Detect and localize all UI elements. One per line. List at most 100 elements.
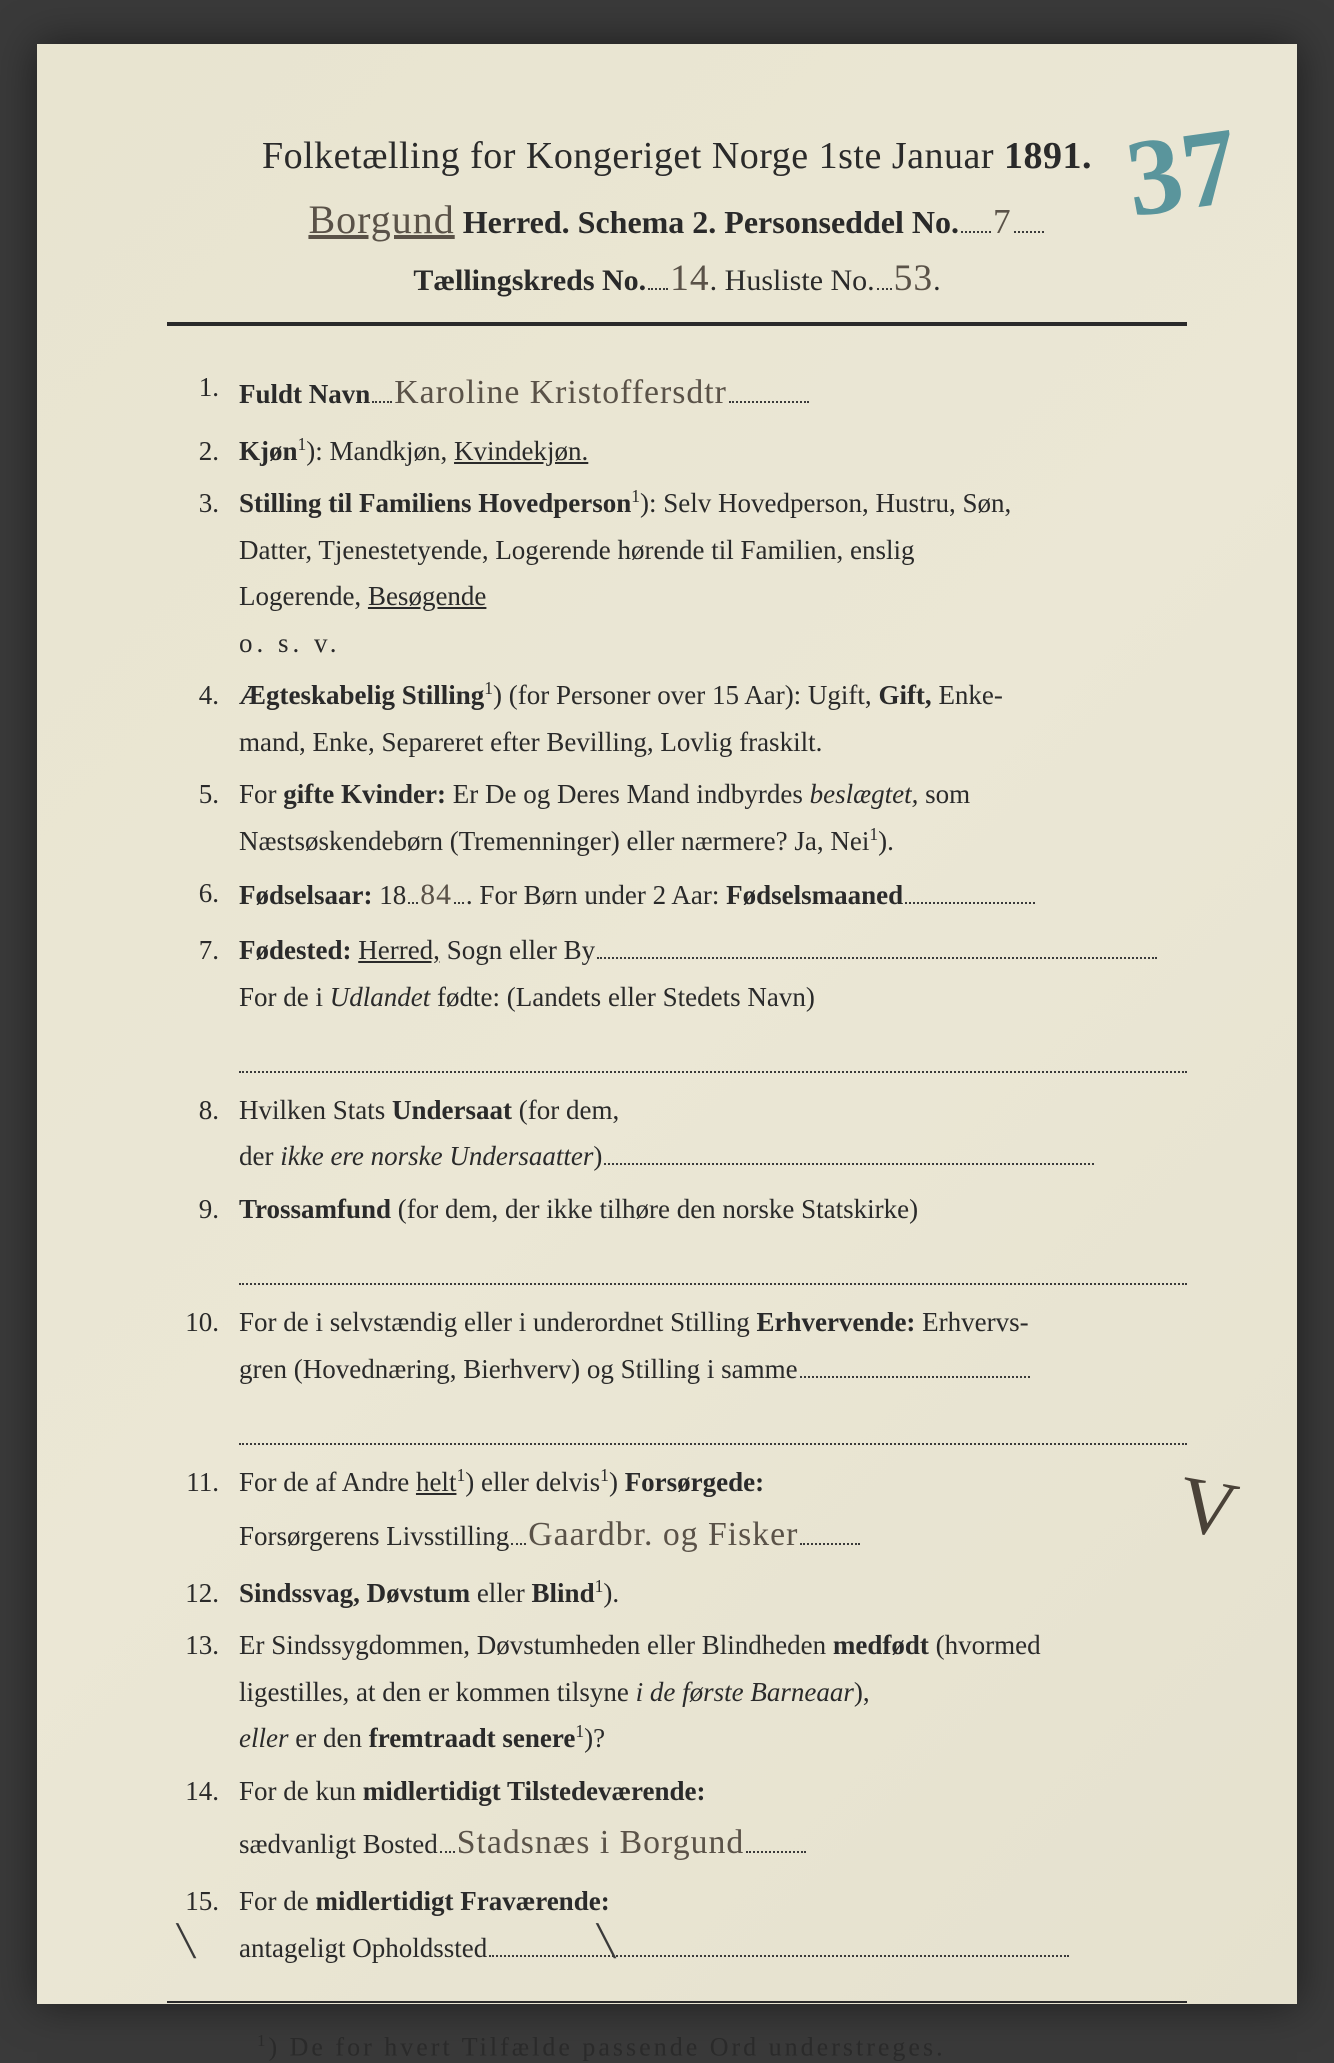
- dotfill: [489, 1932, 1069, 1956]
- q3-l3a: Logerende,: [239, 581, 368, 611]
- entry-9: 9. Trossamfund (for dem, der ikke tilhør…: [167, 1186, 1187, 1232]
- q4-l1d: Enke-: [932, 680, 1003, 710]
- q15-l1a: For de: [239, 1886, 316, 1916]
- entry-body: For de af Andre helt1) eller delvis1) Fo…: [239, 1459, 1187, 1563]
- entry-num: 9.: [167, 1186, 239, 1232]
- q11-l1e: Forsørgede:: [625, 1467, 764, 1497]
- entry-num: 6.: [167, 870, 239, 921]
- dotfill: [729, 379, 809, 403]
- entry-body: Kjøn1): Mandkjøn, Kvindekjøn.: [239, 428, 1187, 474]
- entry-num: 11.: [167, 1459, 239, 1563]
- husliste-no: 53: [894, 258, 934, 299]
- entry-body: Er Sindssygdommen, Døvstumheden eller Bl…: [239, 1622, 1187, 1761]
- entry-num: 8.: [167, 1087, 239, 1180]
- q5-l1e: som: [918, 779, 970, 809]
- q14-l2hw: Stadsnæs i Borgund: [457, 1824, 744, 1861]
- q7-l2c: fødte: (Landets eller Stedets Navn): [430, 982, 815, 1012]
- dotted-blank-line: [239, 1410, 1187, 1445]
- entry-num: 12.: [167, 1570, 239, 1616]
- q7-d: Sogn eller By: [440, 935, 595, 965]
- q3-l4: o. s. v.: [239, 628, 341, 658]
- q8-l1b: Undersaat: [392, 1095, 512, 1125]
- entry-num: 7.: [167, 927, 239, 1020]
- q13-l3d: )?: [584, 1723, 605, 1753]
- sup: 1: [600, 1465, 609, 1485]
- entry-num: 2.: [167, 428, 239, 474]
- entry-body: For de i selvstændig eller i underordnet…: [239, 1299, 1187, 1392]
- entry-num: 1.: [167, 364, 239, 422]
- form-header: Folketælling for Kongeriget Norge 1ste J…: [167, 134, 1187, 300]
- q11-l2a: Forsørgerens Livsstilling: [239, 1521, 509, 1551]
- q7-c: Herred,: [358, 935, 440, 965]
- dotfill: [597, 935, 1157, 959]
- q7-l2a: For de i: [239, 982, 330, 1012]
- q13-l1b: medfødt: [833, 1630, 929, 1660]
- q7-l2b: Udlandet: [330, 982, 431, 1012]
- q4-l2: mand, Enke, Separeret efter Bevilling, L…: [239, 727, 822, 757]
- q4-l1c: Gift,: [878, 680, 931, 710]
- entry-num: 5.: [167, 771, 239, 864]
- personseddel-no: 7: [993, 202, 1012, 241]
- q11-l1c: ) eller delvis: [465, 1467, 600, 1497]
- divider-bottom: [167, 2001, 1187, 2003]
- entry-12: 12. Sindssvag, Døvstum eller Blind1).: [167, 1570, 1187, 1616]
- q8-l1: Hvilken Stats: [239, 1095, 392, 1125]
- q2-underlined: Kvindekjøn.: [454, 436, 588, 466]
- q3-l2: Datter, Tjenestetyende, Logerende hørend…: [239, 535, 914, 565]
- census-form-page: 37 V Folketælling for Kongeriget Norge 1…: [37, 44, 1297, 2004]
- entry-2: 2. Kjøn1): Mandkjøn, Kvindekjøn.: [167, 428, 1187, 474]
- q12-d: ).: [603, 1578, 619, 1608]
- q5-l1b: gifte Kvinder:: [283, 779, 446, 809]
- q15-l1b: midlertidigt Fraværende:: [316, 1886, 610, 1916]
- q12-b: eller: [470, 1578, 531, 1608]
- dotfill: [440, 1829, 455, 1853]
- q3-l1a: Stilling til Familiens Hovedperson: [239, 488, 631, 518]
- entry-num: 3.: [167, 480, 239, 666]
- title-year: 1891.: [1004, 135, 1092, 177]
- entry-body: Ægteskabelig Stilling1) (for Personer ov…: [239, 672, 1187, 765]
- q9-a: Trossamfund: [239, 1194, 391, 1224]
- entry-11: 11. For de af Andre helt1) eller delvis1…: [167, 1459, 1187, 1563]
- entry-body: For gifte Kvinder: Er De og Deres Mand i…: [239, 771, 1187, 864]
- entry-1: 1. Fuldt NavnKaroline Kristoffersdtr: [167, 364, 1187, 422]
- dotfill: [604, 1141, 1094, 1165]
- taellingskreds-label: Tællingskreds No.: [413, 264, 646, 297]
- entry-body: Fuldt NavnKaroline Kristoffersdtr: [239, 364, 1187, 422]
- dotfill: [877, 263, 892, 290]
- title-prefix: Folketælling for Kongeriget Norge 1ste J…: [262, 135, 1004, 177]
- page-annotation-number: 37: [1119, 102, 1246, 243]
- q8-l2a: der: [239, 1141, 280, 1171]
- q11-l1a: For de af Andre: [239, 1467, 416, 1497]
- sup: 1: [631, 486, 640, 506]
- q2-rest: ): Mandkjøn,: [306, 436, 454, 466]
- period: .: [933, 264, 941, 297]
- q11-l1d: ): [609, 1467, 625, 1497]
- herred-label: Herred. Schema 2. Personseddel No.: [455, 204, 959, 240]
- sup: 1: [456, 1465, 465, 1485]
- mark-bottom-left: ╲: [177, 1924, 207, 1954]
- q12-c: Blind: [532, 1578, 595, 1608]
- entry-num: 13.: [167, 1622, 239, 1761]
- q3-l3b: Besøgende: [368, 581, 486, 611]
- entry-8: 8. Hvilken Stats Undersaat (for dem, der…: [167, 1087, 1187, 1180]
- q6-b: 18: [372, 880, 406, 910]
- q10-l1b: Erhvervende:: [756, 1307, 915, 1337]
- q7-a: Fødested:: [239, 935, 351, 965]
- q14-l1a: For de kun: [239, 1776, 363, 1806]
- entry-14: 14. For de kun midlertidigt Tilstedevære…: [167, 1768, 1187, 1872]
- q8-l1c: (for dem,: [512, 1095, 619, 1125]
- entry-body: Sindssvag, Døvstum eller Blind1).: [239, 1570, 1187, 1616]
- q5-l1d: beslægtet,: [810, 779, 919, 809]
- entry-10: 10. For de i selvstændig eller i underor…: [167, 1299, 1187, 1392]
- dotfill: [800, 1354, 1030, 1378]
- sup: 1: [484, 678, 493, 698]
- q5-l2b: ).: [878, 826, 894, 856]
- q6-d: Fødselsmaaned: [726, 880, 903, 910]
- q14-l2a: sædvanligt Bosted: [239, 1829, 438, 1859]
- entry-body: Stilling til Familiens Hovedperson1): Se…: [239, 480, 1187, 666]
- entry-num: 4.: [167, 672, 239, 765]
- entry-13: 13. Er Sindssygdommen, Døvstumheden elle…: [167, 1622, 1187, 1761]
- herred-handwritten: Borgund: [308, 197, 454, 242]
- title-line: Folketælling for Kongeriget Norge 1ste J…: [167, 134, 1187, 178]
- entry-15: 15. For de midlertidigt Fraværende: anta…: [167, 1878, 1187, 1971]
